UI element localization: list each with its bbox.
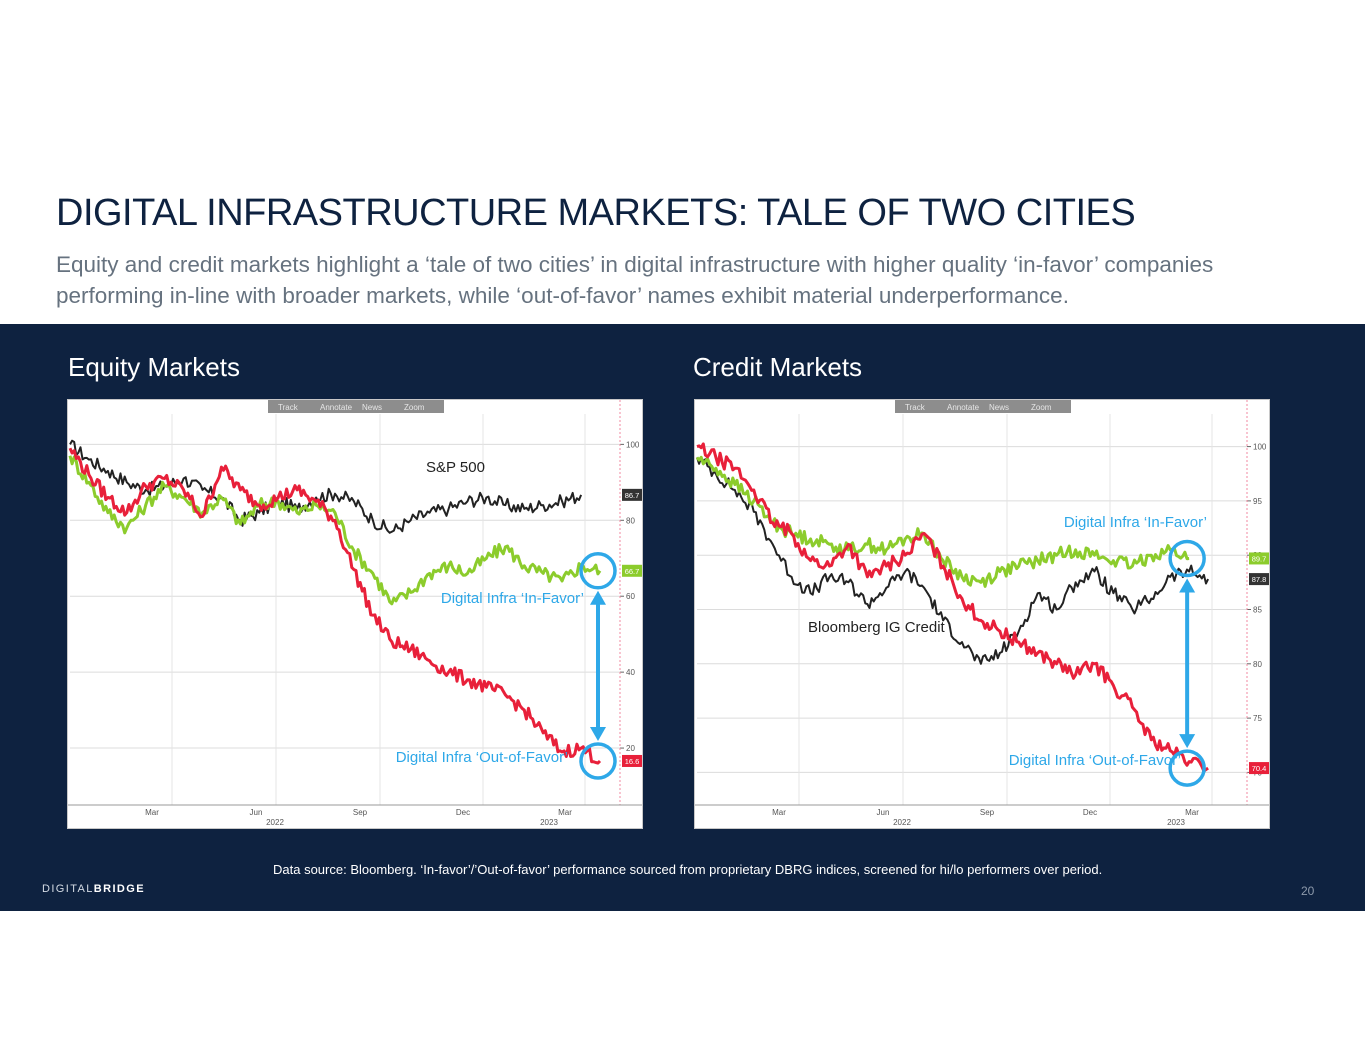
page-number: 20 xyxy=(1301,884,1315,898)
last-value-label: 86.7 xyxy=(625,491,640,500)
logo-light-text: DIGITAL xyxy=(42,883,94,895)
chart-annotation: Digital Infra ‘Out-of-Favor’ xyxy=(1009,752,1181,769)
last-value-label: 89.7 xyxy=(1252,554,1267,563)
year-label: 2023 xyxy=(1167,818,1185,827)
chart-annotation: Digital Infra ‘Out-of-Favor’ xyxy=(396,749,568,766)
highlight-circle-bottom xyxy=(579,742,617,780)
chart-toolbar-item: Zoom xyxy=(1031,403,1052,412)
x-tick-label: Mar xyxy=(772,808,786,817)
chart-toolbar-item: Track xyxy=(278,403,299,412)
last-value-bg xyxy=(1249,762,1269,775)
chart-toolbar: Track Annotate News Zoom xyxy=(268,400,444,413)
digitalbridge-logo: DIGITALBRIDGE xyxy=(42,883,145,895)
x-tick-label: Mar xyxy=(1185,808,1199,817)
logo-bold-text: BRIDGE xyxy=(93,883,145,895)
credit-chart: TrackAnnotateNewsZoom707580859095100MarJ… xyxy=(694,399,1270,829)
y-tick-label: 95 xyxy=(1253,497,1262,506)
chart-toolbar-item: Zoom xyxy=(404,403,425,412)
equity-panel-title: Equity Markets xyxy=(68,352,240,382)
page-title: DIGITAL INFRASTRUCTURE MARKETS: TALE OF … xyxy=(56,192,1136,234)
x-tick-label: Jun xyxy=(250,808,263,817)
x-tick-label: Sep xyxy=(980,808,995,817)
chart-toolbar-item: News xyxy=(989,403,1009,412)
last-value-bg xyxy=(1249,573,1269,586)
equity-chart-svg: Track Annotate News Zoom 20 40 60 80 100 Mar Jun Se… xyxy=(68,400,642,827)
series-line xyxy=(68,447,602,765)
chart-toolbar: Track Annotate News Zoom xyxy=(895,400,1071,413)
x-tick-label: Jun xyxy=(877,808,890,817)
chart-toolbar-item: Annotate xyxy=(947,403,980,412)
chart-toolbar-item: Track xyxy=(905,403,926,412)
y-tick-label: 20 xyxy=(626,744,635,753)
last-value-label: 16.6 xyxy=(625,757,640,766)
series-line xyxy=(696,456,1210,665)
x-tick-label: Sep xyxy=(353,808,368,817)
chart-annotation: Digital Infra ‘In-Favor’ xyxy=(1064,514,1207,531)
last-value-badge: 16.6 xyxy=(622,754,642,767)
chart-annotation: Digital Infra ‘In-Favor’ xyxy=(441,590,584,607)
year-label: 2022 xyxy=(266,818,284,827)
series-line xyxy=(69,439,583,534)
x-tick-label: Dec xyxy=(456,808,470,817)
last-value-badge: 66.7 xyxy=(622,564,642,577)
chart-toolbar-item: Annotate xyxy=(320,403,353,412)
credit-panel-title: Credit Markets xyxy=(693,352,863,382)
last-value-bg xyxy=(1249,552,1269,565)
last-value-label: 70.4 xyxy=(1252,764,1267,773)
y-tick-label: 100 xyxy=(626,440,640,449)
last-value-label: 66.7 xyxy=(625,567,640,576)
y-tick-label: 60 xyxy=(626,592,635,601)
y-tick-label: 80 xyxy=(1253,660,1262,669)
last-value-label: 87.8 xyxy=(1252,575,1267,584)
series-line xyxy=(68,455,602,606)
last-value-bg xyxy=(622,754,642,767)
year-label: 2023 xyxy=(540,818,558,827)
last-value-badge: 89.7 xyxy=(1249,552,1269,565)
x-tick-label: Mar xyxy=(558,808,572,817)
y-tick-label: 85 xyxy=(1253,606,1262,615)
gap-arrow-head-down xyxy=(590,726,606,741)
year-label: 2022 xyxy=(893,818,911,827)
y-tick-label: 40 xyxy=(626,668,635,677)
x-tick-label: Dec xyxy=(1083,808,1097,817)
chart-toolbar-bg xyxy=(895,400,1071,413)
last-value-badge: 86.7 xyxy=(622,488,642,501)
last-value-badge: 70.4 xyxy=(1249,762,1269,775)
chart-annotation: S&P 500 xyxy=(426,459,485,476)
highlight-circle-bottom xyxy=(1168,749,1206,787)
highlight-circle-top xyxy=(579,552,617,590)
series-line xyxy=(696,442,1209,773)
highlight-circle-top xyxy=(1168,539,1206,578)
y-tick-label: 80 xyxy=(626,516,635,525)
credit-chart-svg: TrackAnnotateNewsZoom707580859095100MarJ… xyxy=(695,400,1269,827)
gap-arrow-head-up xyxy=(590,590,606,605)
chart-annotation: Bloomberg IG Credit xyxy=(808,619,946,636)
page-subtitle: Equity and credit markets highlight a ‘t… xyxy=(56,252,1214,308)
chart-toolbar-bg xyxy=(268,400,444,413)
y-tick-label: 75 xyxy=(1253,714,1262,723)
last-value-bg xyxy=(622,564,642,577)
footnote: Data source: Bloomberg. ‘In-favor’/’Out-… xyxy=(273,862,1103,877)
chart-toolbar-item: News xyxy=(362,403,382,412)
y-tick-label: 100 xyxy=(1253,443,1267,452)
x-tick-label: Mar xyxy=(145,808,159,817)
last-value-bg xyxy=(622,488,642,501)
equity-chart: Track Annotate News Zoom 20 40 60 80 100 Mar Jun Se… xyxy=(67,399,643,829)
gap-arrow-head-up xyxy=(1179,578,1196,593)
gap-arrow-head-down xyxy=(1179,734,1196,749)
last-value-badge: 87.8 xyxy=(1249,573,1269,586)
